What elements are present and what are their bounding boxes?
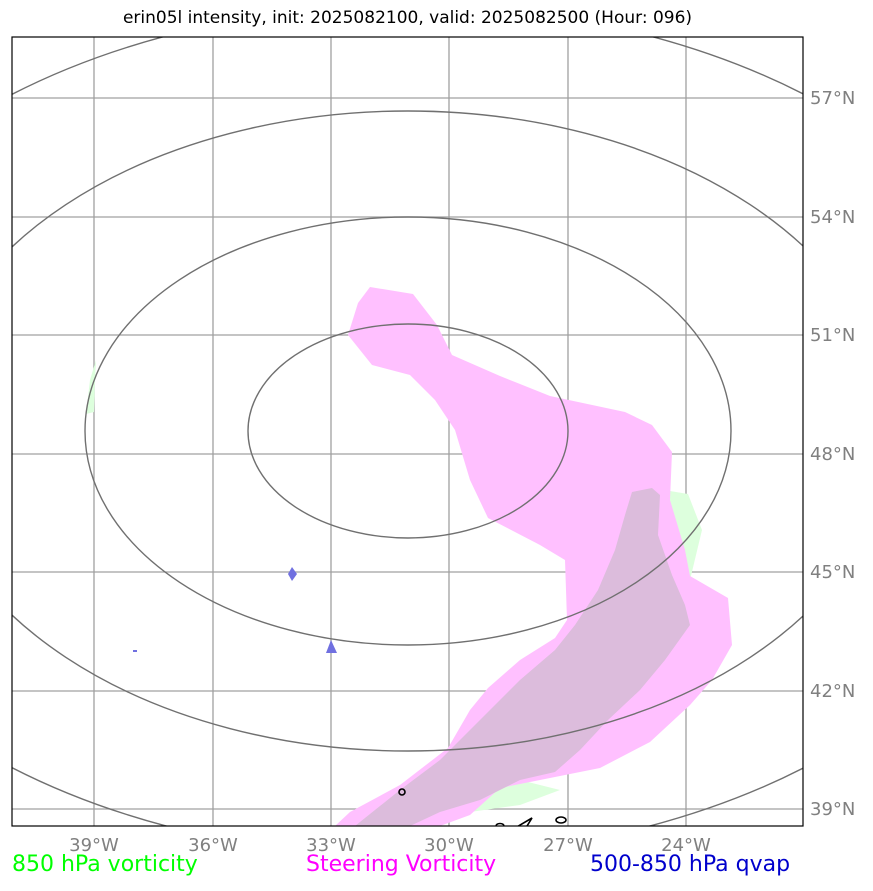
lat-label-45n: 45°N (810, 562, 855, 583)
legend-qvap: 500-850 hPa qvap (590, 852, 791, 877)
contour-loop-c (555, 816, 567, 824)
range-ring-1 (247, 323, 569, 539)
latitude-labels: 57°N 54°N 51°N 48°N 45°N 42°N 39°N (810, 88, 855, 820)
map-frame (11, 36, 804, 827)
lon-label-30w: 30°W (424, 835, 474, 856)
overlap-area (355, 488, 690, 826)
qvap-speck-2 (326, 640, 337, 653)
range-ring-3 (12, 110, 803, 752)
lat-label-51n: 51°N (810, 325, 855, 346)
range-ring-2 (84, 216, 732, 646)
lat-label-42n: 42°N (810, 681, 855, 702)
qvap-speck-3 (133, 650, 137, 652)
qvap-speck-1 (288, 567, 297, 581)
lat-label-57n: 57°N (810, 88, 855, 109)
lat-label-48n: 48°N (810, 444, 855, 465)
lon-label-27w: 27°W (543, 835, 593, 856)
lon-label-39w: 39°W (69, 835, 119, 856)
lon-label-24w: 24°W (661, 835, 711, 856)
contour-loop-a (495, 822, 505, 826)
lat-label-39n: 39°N (810, 799, 855, 820)
legend-steering-vorticity: Steering Vorticity (306, 852, 497, 877)
longitude-labels: 39°W 36°W 33°W 30°W 27°W 24°W (69, 835, 711, 856)
contour-small-loop (398, 788, 406, 796)
range-rings (12, 37, 803, 826)
legend-850-vorticity: 850 hPa vorticity (12, 852, 198, 877)
map-title: erin05l intensity, init: 2025082100, val… (122, 8, 693, 28)
range-ring-4 (12, 37, 803, 826)
qvap-areas (133, 567, 337, 653)
lon-label-33w: 33°W (306, 835, 356, 856)
lat-label-54n: 54°N (810, 207, 855, 228)
contour-stroke-b (516, 817, 533, 826)
contour-marks (398, 788, 567, 826)
lon-label-36w: 36°W (188, 835, 238, 856)
